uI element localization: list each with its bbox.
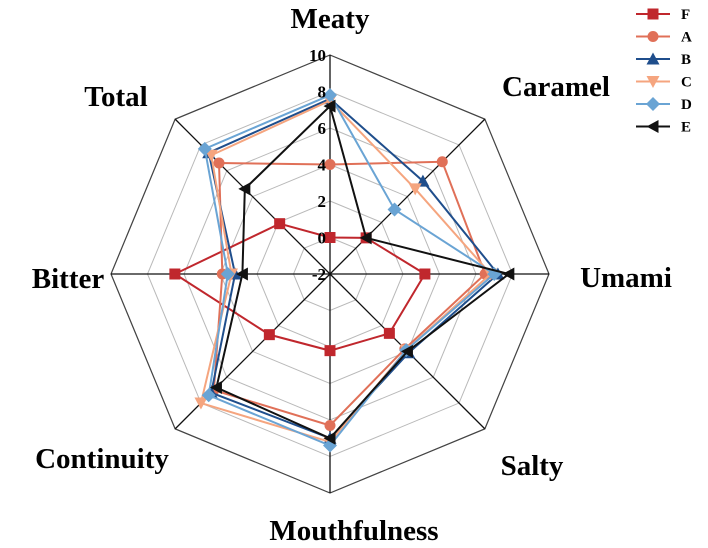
data-point [220,267,235,281]
legend-label: C [681,75,692,91]
axis-spoke [174,273,331,430]
data-point [436,156,448,168]
tick-label: 0 [318,229,327,248]
axis-label-mouthfulness: Mouthfulness [269,515,438,547]
axis-spoke [174,118,331,275]
legend-label: F [681,7,690,23]
axis-spoke [329,118,486,275]
axis-label-continuity: Continuity [35,443,169,475]
axis-label-umami: Umami [580,262,672,294]
radial-tick-labels: -2 0 2 4 6 8 10 [309,46,327,284]
legend-label: D [681,97,692,113]
data-point [201,388,216,403]
data-point [204,149,218,162]
data-point [646,76,660,88]
data-point [324,419,336,431]
data-point [323,88,337,103]
data-point [647,31,659,42]
data-point [323,431,336,445]
data-point [400,344,413,358]
data-point [324,232,336,243]
tick-label: 6 [318,119,327,138]
axis-label-total: Total [84,81,147,113]
legend-item-D: D [636,97,692,113]
data-point [169,268,181,280]
data-point [213,157,225,169]
data-point [209,381,222,395]
legend-item-B: B [636,52,691,68]
data-point [646,120,659,133]
data-point [194,397,208,410]
data-point [324,159,336,170]
legend-label: E [681,120,691,136]
tick-label: 10 [309,46,326,65]
data-point [197,141,212,156]
data-point [646,52,660,65]
legend-label: A [681,30,692,46]
data-point [238,182,251,196]
legend-item-C: C [636,75,692,91]
axis-label-caramel: Caramel [502,71,610,103]
data-point [387,202,402,217]
series-group [169,88,515,453]
series-E [209,99,515,445]
legend-item-E: E [636,120,691,136]
tick-label: 4 [318,156,327,175]
data-point [324,345,336,357]
axis-label-bitter: Bitter [32,263,105,295]
tick-label: -2 [312,265,326,284]
data-point [359,231,372,245]
data-point [502,267,515,281]
data-point [323,99,336,113]
series-line [203,93,496,447]
data-point [383,327,395,339]
axis-labels: Meaty Caramel Umami Salty Mouthfulness Contin… [32,3,672,547]
data-point [235,267,248,281]
data-point [419,268,431,280]
tick-label: 8 [318,83,327,102]
data-point [408,183,422,196]
legend-label: B [681,52,691,68]
data-point [647,8,659,20]
tick-label: 2 [318,192,327,211]
data-point [646,97,660,111]
legend-item-F: F [636,7,690,23]
data-point [274,218,286,230]
axis-label-meaty: Meaty [291,3,370,35]
axis-label-salty: Salty [501,450,564,482]
series-F [169,218,431,357]
legend-item-A: A [636,30,692,46]
data-point [263,329,275,341]
